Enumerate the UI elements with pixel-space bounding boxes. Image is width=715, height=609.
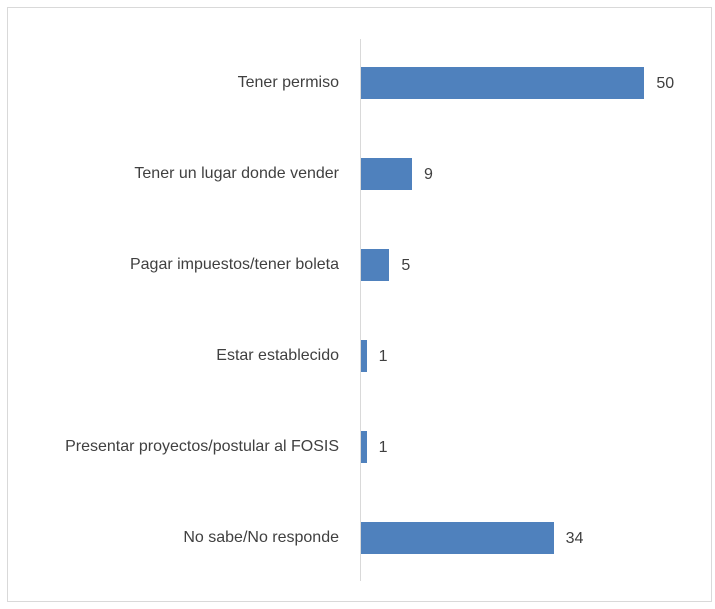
- data-label: 9: [424, 166, 433, 183]
- category-label: Tener permiso: [237, 74, 339, 91]
- category-label: No sabe/No responde: [183, 529, 339, 546]
- data-label: 34: [565, 530, 584, 547]
- category-label-box: Presentar proyectos/postular al FOSIS: [8, 417, 339, 477]
- bar: [361, 67, 645, 99]
- category-label-box: Tener un lugar donde vender: [8, 144, 339, 204]
- category-label: Presentar proyectos/postular al FOSIS: [65, 438, 339, 455]
- data-label: 1: [378, 348, 388, 365]
- category-label: Pagar impuestos/tener boleta: [129, 256, 339, 273]
- category-label-box: Estar establecido: [8, 326, 339, 386]
- bar: [361, 249, 390, 281]
- bar: [361, 431, 367, 463]
- data-label: 1: [378, 439, 388, 456]
- bar: [361, 522, 554, 554]
- category-label-box: No sabe/No responde: [8, 508, 339, 568]
- data-label: 5: [401, 257, 411, 274]
- category-label-box: Pagar impuestos/tener boleta: [8, 235, 339, 295]
- data-label: 50: [656, 75, 675, 92]
- category-label: Estar establecido: [216, 347, 339, 364]
- bar: [361, 158, 412, 190]
- bar: [361, 340, 367, 372]
- category-axis: [360, 39, 361, 581]
- category-label-box: Tener permiso: [8, 53, 339, 113]
- chart: Tener permiso 50 Tener un lugar donde vend…: [7, 7, 712, 602]
- category-label: Tener un lugar donde vender: [134, 165, 339, 182]
